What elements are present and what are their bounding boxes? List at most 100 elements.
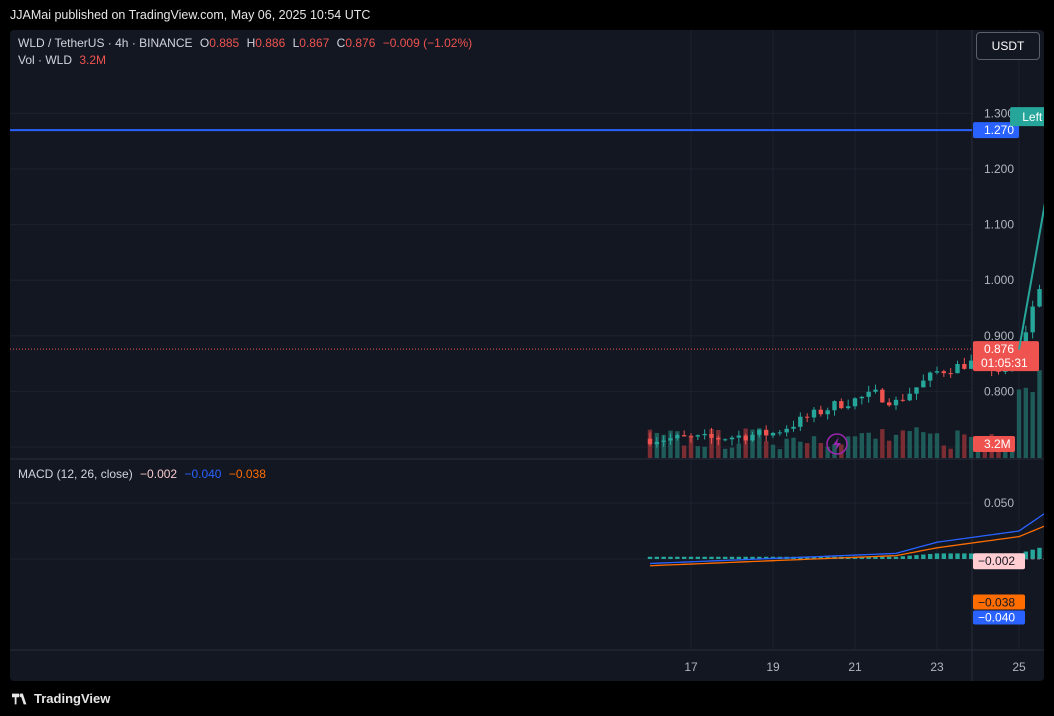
macd-label[interactable]: MACD (12, 26, close) (18, 467, 133, 481)
volume-bar (962, 434, 967, 458)
volume-bar (695, 446, 701, 458)
candle-body (668, 438, 673, 441)
tradingview-logo[interactable]: TradingView (12, 691, 110, 706)
candle-body (647, 438, 653, 445)
macd-histogram-bar (709, 556, 714, 559)
macd-histogram-bar (962, 553, 967, 559)
candle-body (818, 409, 824, 415)
candle-body (873, 389, 878, 392)
chart-canvas[interactable]: 1.3001.2001.1001.0000.9000.8000.7000.100… (10, 30, 1044, 681)
volume-bar (791, 437, 796, 458)
macd-histogram-bar (661, 556, 666, 559)
price-tick-label: 1.200 (984, 162, 1014, 176)
macd-histogram-bar (1030, 549, 1035, 559)
volume-bar (886, 440, 892, 458)
chart-panel[interactable]: 1.3001.2001.1001.0000.9000.8000.7000.100… (10, 30, 1044, 681)
macd-histogram (647, 547, 1042, 559)
volume-bar (880, 429, 885, 458)
volume-bar (955, 430, 960, 458)
macd-histogram-bar (914, 555, 919, 559)
candle-body (695, 435, 701, 437)
ohlc-close: C0.876 (336, 36, 376, 50)
candle-body (852, 398, 858, 407)
candle-body (654, 441, 660, 445)
volume-bar (818, 443, 824, 458)
macd-histogram-bar (722, 556, 728, 559)
volume-bar (750, 429, 755, 458)
macd-histogram-bar (668, 556, 673, 559)
volume-bar (873, 438, 878, 458)
macd-histogram-bar (681, 556, 687, 559)
top-bar: JJAMai published on TradingView.com, May… (0, 0, 1054, 30)
macd-histogram-bar (1023, 551, 1029, 559)
candle-body (757, 429, 762, 435)
last-price-label: 0.876 (984, 342, 1014, 356)
candle-body (1037, 289, 1042, 307)
candle-body (702, 433, 707, 436)
candle-body (886, 402, 892, 406)
lightning-icon (826, 433, 848, 455)
signal-badge (973, 594, 1025, 610)
volume-bar (968, 436, 974, 458)
candle-body (1030, 306, 1035, 333)
macd-histogram-bar (873, 556, 878, 559)
currency-button[interactable]: USDT (976, 32, 1040, 60)
label-left-shoulder: Left Shoulder (1022, 110, 1044, 124)
candle-body (743, 435, 748, 441)
macd-signal-value: −0.038 (228, 467, 266, 481)
macd-histogram-bar (675, 556, 680, 559)
volume-bar (832, 444, 837, 458)
macd-histogram-bar (811, 556, 817, 559)
candle-body (845, 406, 851, 409)
macd-line (649, 513, 1044, 565)
bar-countdown: 01:05:31 (981, 356, 1028, 370)
macd-histogram-bar (750, 556, 755, 559)
resistance-price-badge (973, 122, 1019, 139)
volume-bar (777, 449, 783, 458)
tradingview-brand: TradingView (34, 691, 111, 706)
symbol-name[interactable]: WLD / TetherUS · 4h · BINANCE (18, 36, 193, 50)
signal-line (649, 525, 1044, 567)
volume-badge-label: 3.2M (984, 437, 1011, 451)
candle-body (804, 416, 810, 418)
candle-body (811, 409, 817, 418)
volume-bar (729, 447, 735, 458)
volume-bar (907, 431, 912, 458)
candle-body (839, 401, 844, 409)
time-tick-label: 19 (766, 660, 780, 674)
macd-histogram-bar (893, 556, 899, 559)
macd-line-badge (973, 610, 1025, 625)
candle-body (866, 391, 871, 397)
macd-histogram-bar (948, 553, 953, 559)
macd-hist-value: −0.002 (140, 467, 178, 481)
candle-body (675, 435, 680, 439)
volume-bar (736, 443, 742, 458)
volume-bar (941, 445, 947, 458)
candle-body (914, 387, 919, 394)
macd-histogram-bar (927, 553, 933, 559)
volume-bar (675, 431, 680, 458)
volume-bar (1003, 447, 1008, 458)
volume-bar (811, 436, 817, 458)
volume-label[interactable]: Vol · WLD (18, 53, 73, 67)
macd-histogram-bar (647, 556, 653, 559)
volume-header: Vol · WLD 3.2M (18, 53, 106, 67)
macd-histogram-bar (716, 556, 721, 559)
macd-header: MACD (12, 26, close) −0.002 −0.040 −0.03… (18, 467, 266, 481)
candle-body (934, 371, 940, 373)
macd-hist-badge (973, 553, 1025, 570)
candle-body (716, 437, 721, 440)
macd-histogram-bar (1037, 547, 1042, 559)
ohlc-open: O0.885 (199, 36, 240, 50)
macd-hist-badge-label: −0.002 (978, 554, 1015, 568)
volume-bar (798, 441, 803, 458)
macd-histogram-bar (757, 556, 762, 559)
volume-bar (859, 433, 865, 458)
candle-body (763, 429, 769, 436)
macd-histogram-bar (743, 556, 748, 559)
macd-line-badge-label: −0.040 (978, 611, 1015, 625)
candle-body (798, 416, 803, 427)
volume-bar (1023, 387, 1029, 458)
candle-body (784, 428, 789, 433)
volume-bar (784, 438, 789, 458)
